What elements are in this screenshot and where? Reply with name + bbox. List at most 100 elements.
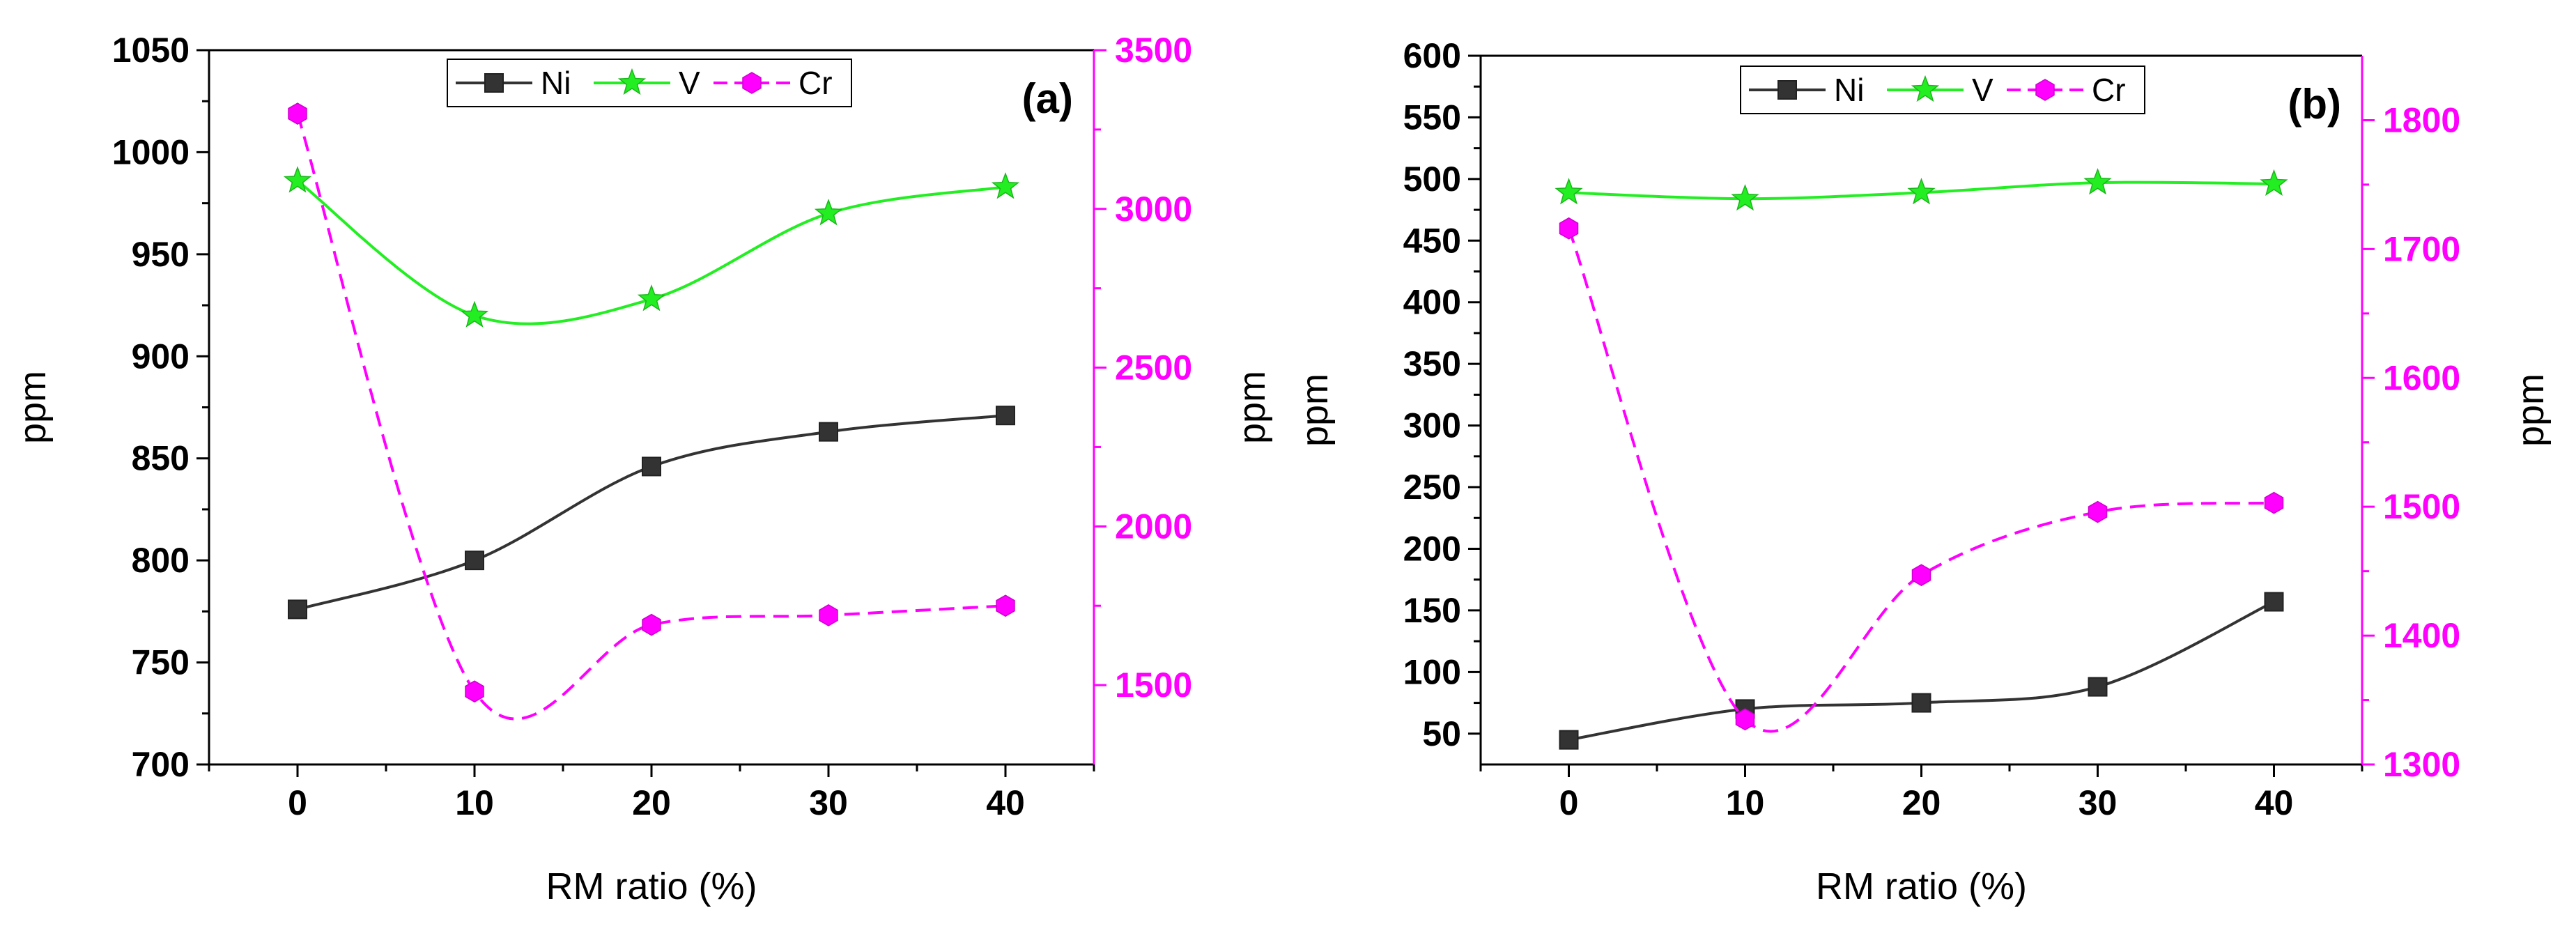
data-point-Cr [1735, 708, 1755, 731]
y-tick-label: 150 [1403, 591, 1461, 630]
y2-axis-title: ppm [2510, 374, 2552, 447]
legend-label-V: V [679, 65, 700, 101]
y2-tick-label: 1500 [1115, 666, 1192, 705]
x-tick-label: 0 [1559, 783, 1579, 822]
y2-tick-label: 1500 [2383, 487, 2460, 526]
data-point-Cr [1911, 564, 1931, 587]
data-point-V [1907, 178, 1936, 205]
legend-label-Ni: Ni [1834, 72, 1864, 108]
series-Cr [288, 102, 1015, 721]
legend-label-Ni: Ni [541, 65, 571, 101]
data-point-V [460, 300, 489, 328]
y-tick-label: 400 [1403, 283, 1461, 322]
series-Ni [288, 406, 1015, 620]
data-point-Ni [819, 422, 838, 442]
chart-panel-b: 0 10 20 30 40 50 100 150 200 250 300 350 400 450 500 55… [1294, 36, 2552, 907]
y2-tick-label: 1300 [2383, 745, 2460, 784]
chart-panel-a: 0 10 20 30 40 700 750 800 850 900 950 1000 1050 1500 2… [12, 31, 1273, 907]
data-point-V [814, 199, 843, 226]
legend-label-V: V [1972, 72, 1993, 108]
x-tick-label: 10 [455, 783, 494, 822]
data-point-V [1731, 184, 1759, 211]
y2-tick-label: 3500 [1115, 31, 1192, 70]
panel-label: (b) [2288, 81, 2341, 128]
y2-tick-label: 1700 [2383, 229, 2460, 268]
star-icon [1911, 75, 1940, 102]
star-icon [617, 68, 647, 95]
legend-label-Cr: Cr [2092, 72, 2126, 108]
y2-tick-label: 1400 [2383, 616, 2460, 655]
panel-label: (a) [1022, 75, 1073, 122]
data-point-V [991, 172, 1020, 199]
y-tick-label: 100 [1403, 652, 1461, 691]
legend-label-Cr: Cr [799, 65, 833, 101]
y2-tick-label: 1800 [2383, 100, 2460, 139]
x-axis-title: RM ratio (%) [1816, 866, 2027, 907]
data-point-V [1555, 178, 1583, 205]
y-tick-label: 750 [132, 643, 190, 682]
y-tick-label: 200 [1403, 529, 1461, 568]
y-axis-title: ppm [12, 371, 54, 444]
square-icon [484, 73, 504, 93]
y-tick-label: 250 [1403, 468, 1461, 507]
data-point-Cr [2088, 500, 2108, 523]
y-tick-label: 700 [132, 745, 190, 784]
y2-tick-label: 2000 [1115, 507, 1192, 546]
x-axis-title: RM ratio (%) [546, 866, 757, 907]
data-point-Ni [1559, 730, 1579, 750]
y-tick-label: 800 [132, 541, 190, 580]
series-line-Cr [1567, 228, 2274, 733]
data-point-Cr [288, 102, 307, 125]
data-point-Cr [2264, 491, 2284, 514]
x-tick-label: 20 [632, 783, 671, 822]
x-tick-label: 20 [1902, 783, 1941, 822]
data-point-Ni [2088, 677, 2108, 697]
x-tick-label: 40 [2255, 783, 2294, 822]
series-line-Cr [296, 113, 1006, 721]
y-tick-label: 300 [1403, 406, 1461, 445]
y-tick-label: 350 [1403, 344, 1461, 383]
y-tick-label: 550 [1403, 98, 1461, 137]
data-point-V [2260, 169, 2288, 197]
data-point-Cr [1559, 217, 1579, 240]
data-point-V [637, 284, 666, 312]
y2-tick-label: 1600 [2383, 358, 2460, 397]
data-point-V [283, 166, 312, 193]
data-point-Cr [465, 680, 484, 703]
data-point-Cr [642, 613, 661, 636]
data-point-Ni [1911, 693, 1931, 713]
series-Ni [1559, 592, 2284, 750]
x-tick-label: 0 [288, 783, 307, 822]
y-axis-title: ppm [1294, 374, 1336, 447]
series-V [1555, 168, 2288, 211]
y-tick-label: 950 [132, 235, 190, 274]
x-tick-label: 30 [2078, 783, 2118, 822]
series-line-Ni [1568, 600, 2275, 741]
y-tick-label: 850 [132, 439, 190, 478]
y2-tick-label: 3000 [1115, 190, 1192, 229]
x-tick-label: 30 [809, 783, 848, 822]
data-point-Ni [465, 551, 484, 571]
legend: Ni V Cr [1740, 66, 2145, 114]
series-Cr [1559, 217, 2284, 733]
y-tick-label: 50 [1422, 714, 1461, 753]
data-point-Ni [2264, 592, 2284, 612]
data-point-Ni [642, 456, 661, 477]
data-point-Cr [819, 604, 838, 626]
data-point-Ni [288, 599, 307, 620]
hexagon-icon [2035, 79, 2055, 101]
y-tick-label: 500 [1403, 160, 1461, 199]
legend: Ni V Cr [447, 59, 852, 107]
y-tick-label: 900 [132, 337, 190, 376]
x-tick-label: 10 [1726, 783, 1765, 822]
x-tick-label: 40 [986, 783, 1025, 822]
square-icon [1777, 80, 1797, 100]
y-tick-label: 450 [1403, 221, 1461, 260]
y-tick-label: 1000 [112, 132, 190, 171]
y2-axis-title: ppm [1231, 371, 1273, 444]
data-point-Cr [996, 594, 1015, 617]
y-tick-label: 600 [1403, 36, 1461, 75]
data-point-V [2083, 168, 2112, 195]
